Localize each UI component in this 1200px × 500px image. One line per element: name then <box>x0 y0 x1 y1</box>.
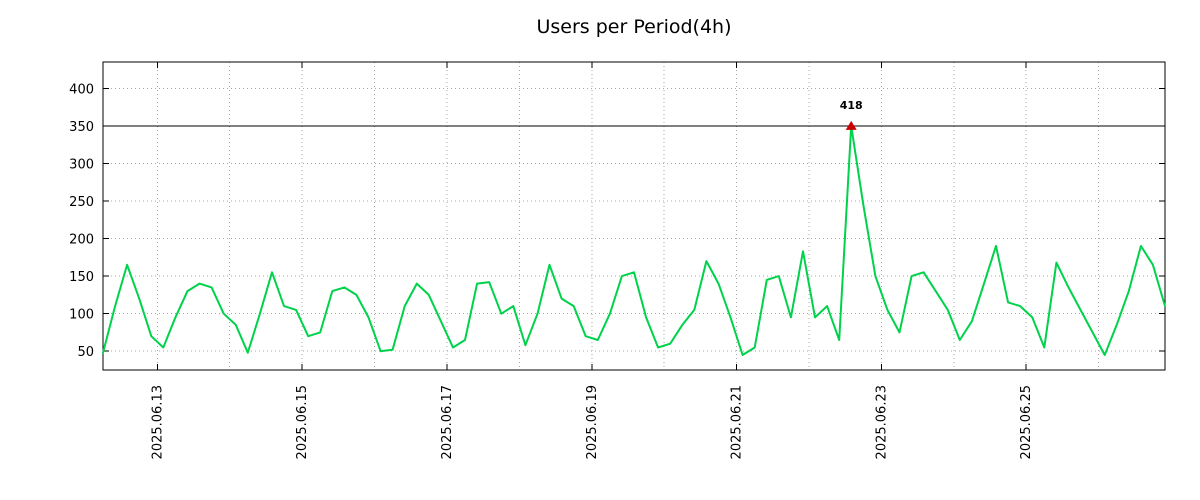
x-tick-label: 2025.06.15 <box>295 385 310 459</box>
x-tick-label: 2025.06.13 <box>150 385 165 459</box>
peak-marker-icon <box>845 120 857 130</box>
peak-value-label: 418 <box>840 99 863 112</box>
y-tick-label: 150 <box>69 270 94 285</box>
x-tick-label: 2025.06.19 <box>585 385 600 459</box>
users-series-line <box>102 124 1166 356</box>
y-tick-label: 400 <box>69 82 94 97</box>
x-tick-label: 2025.06.23 <box>874 385 889 459</box>
plot-border <box>102 61 1166 371</box>
x-tick-label: 2025.06.21 <box>730 385 745 459</box>
y-tick-label: 50 <box>77 345 94 360</box>
y-tick-label: 300 <box>69 157 94 172</box>
y-tick-label: 100 <box>69 308 94 323</box>
chart-title: Users per Period(4h) <box>536 16 732 38</box>
x-tick-label: 2025.06.17 <box>440 385 455 459</box>
x-tick-label: 2025.06.25 <box>1019 385 1034 459</box>
y-tick-label: 350 <box>69 120 94 135</box>
y-tick-label: 200 <box>69 233 94 248</box>
y-tick-label: 250 <box>69 195 94 210</box>
